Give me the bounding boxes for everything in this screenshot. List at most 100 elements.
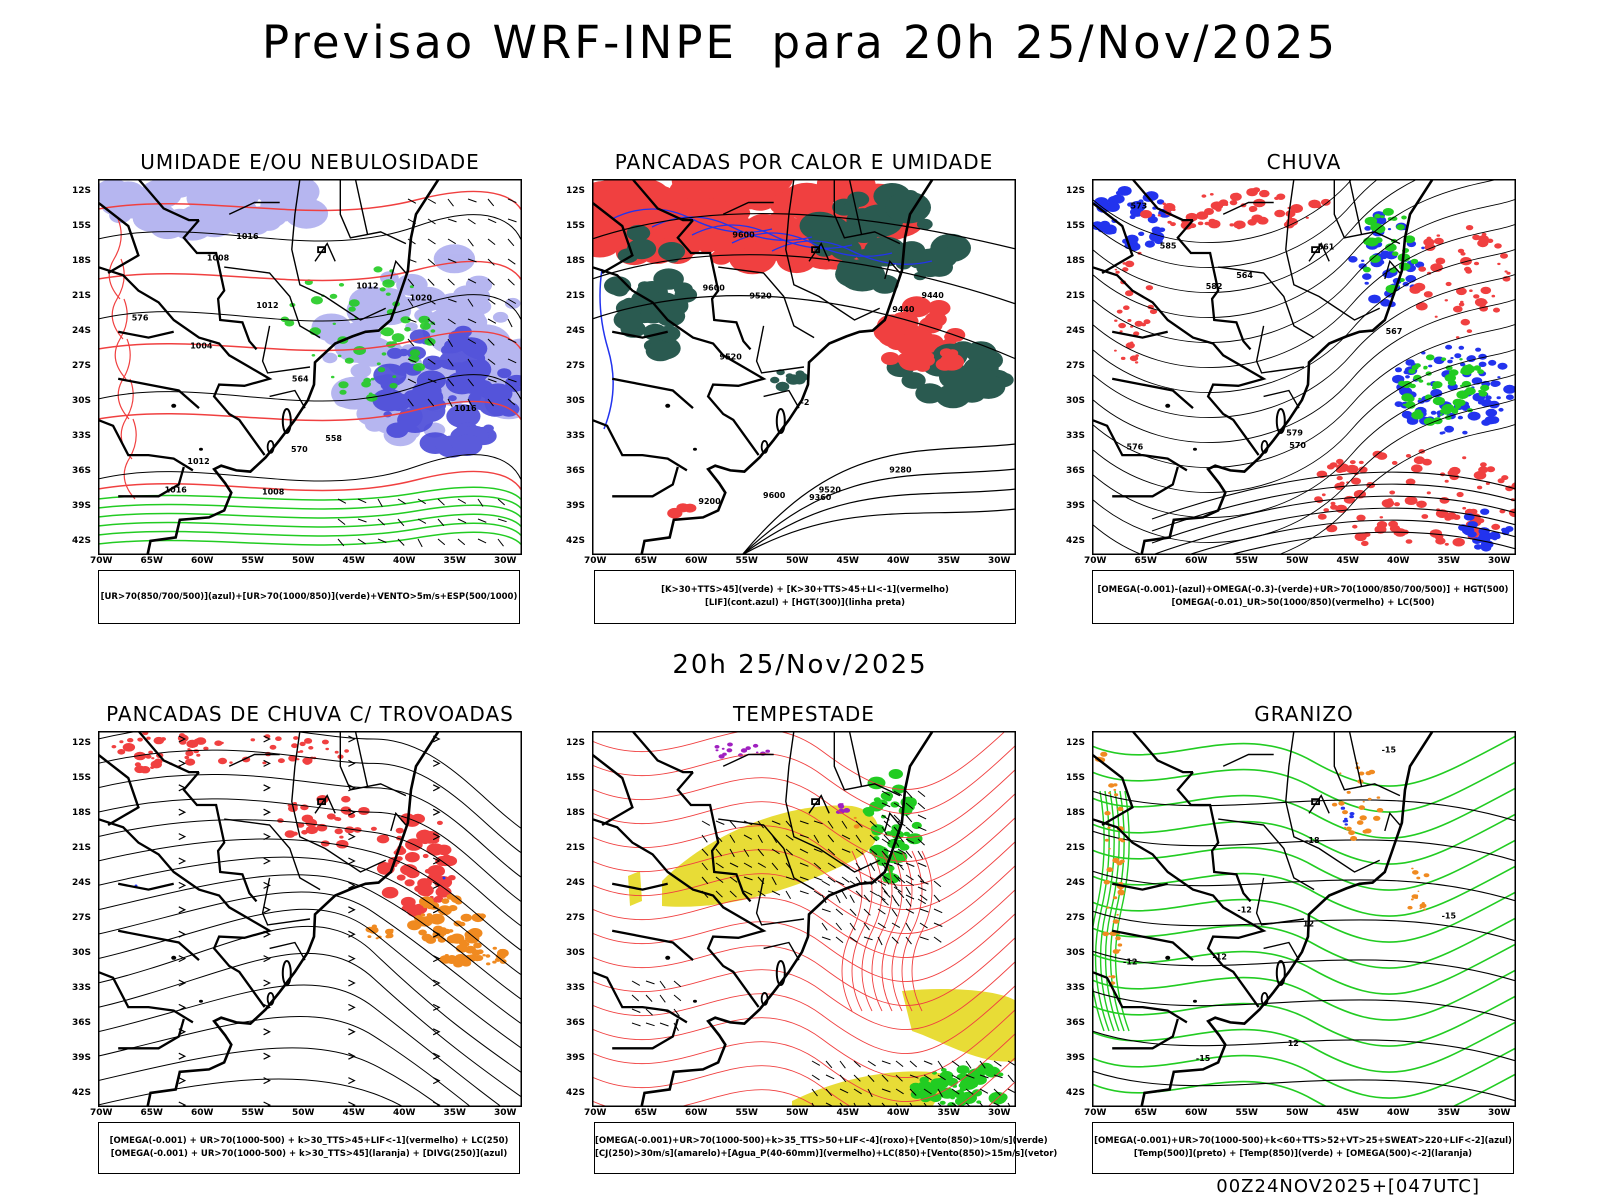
lat-label: 15S — [566, 773, 586, 783]
state-border — [390, 259, 407, 280]
forecast-map — [592, 731, 1016, 1107]
country-border — [611, 929, 694, 961]
country-border — [631, 731, 693, 774]
lon-label: 45W — [836, 556, 859, 566]
omega500-orange — [1102, 783, 1126, 985]
forecast-map: 1008 1004 1012 1008 1012 1016 1016 1020 1016 1012… — [98, 179, 522, 555]
lagoon-patos — [281, 960, 292, 987]
thickness-contours — [98, 190, 522, 492]
contour-label: 9440 — [922, 291, 945, 300]
lon-label: 40W — [887, 1108, 910, 1118]
lat-label: 42S — [72, 1088, 92, 1098]
state-border — [339, 179, 407, 245]
lon-label: 40W — [393, 556, 416, 566]
lagoon-mirim — [266, 991, 275, 1006]
contour-labels: 9600 9600 9520 9520 9520 9440 9440 9360 9280 9200… — [698, 231, 944, 507]
lat-label: 42S — [566, 536, 586, 546]
lat-label: 21S — [1066, 291, 1086, 301]
federal-district — [811, 246, 820, 254]
panel-title: CHUVA — [1266, 150, 1342, 174]
coastline-borders — [98, 179, 441, 555]
lon-label: 60W — [685, 1108, 708, 1118]
lat-label: 27S — [72, 913, 92, 923]
lon-label: 45W — [1336, 556, 1359, 566]
lon-label: 55W — [241, 1108, 264, 1118]
lon-label: 55W — [241, 556, 264, 566]
lat-label: 42S — [72, 536, 92, 546]
state-border — [261, 877, 311, 926]
lake — [198, 447, 203, 451]
country-border — [137, 179, 199, 222]
lagoon-mirim — [266, 439, 275, 454]
contour-label: 579 — [1286, 429, 1303, 438]
lon-label: 30W — [494, 556, 517, 566]
wind850-green — [909, 1062, 1008, 1107]
instability-k-tts — [770, 369, 809, 392]
coastline-borders — [1092, 731, 1435, 1107]
contour-label: 1016 — [236, 232, 259, 241]
lat-label: 12S — [566, 738, 586, 748]
country-border — [118, 1018, 185, 1050]
thunder-red — [214, 734, 349, 765]
valid-time-title: 20h 25/Nov/2025 — [672, 650, 928, 680]
panel-title: PANCADAS POR CALOR E UMIDADE — [614, 150, 994, 174]
country-border — [117, 882, 174, 891]
legend-line: [OMEGA(-0.001) + UR>70(1000-500) + k>30_… — [110, 1149, 508, 1159]
lon-label: 50W — [292, 556, 315, 566]
lat-label: 12S — [72, 186, 92, 196]
lon-label: 50W — [1286, 1108, 1309, 1118]
lat-label: 42S — [1066, 1088, 1086, 1098]
lat-label: 18S — [1066, 256, 1086, 266]
coastline-borders — [592, 731, 935, 1107]
country-border — [611, 882, 668, 891]
contour-label: 9520 — [720, 353, 743, 362]
state-border — [808, 794, 830, 814]
map-frame — [1092, 179, 1516, 555]
contour-label: 1016 — [165, 485, 188, 494]
country-border — [592, 818, 767, 1008]
state-border — [722, 201, 774, 215]
panel-title: GRANIZO — [1254, 702, 1354, 726]
lat-label: 33S — [1066, 431, 1086, 441]
lat-label: 18S — [566, 808, 586, 818]
lon-label: 55W — [1235, 1108, 1258, 1118]
country-border — [182, 771, 258, 903]
state-border — [314, 242, 336, 262]
country-border — [1131, 179, 1193, 222]
state-border — [1285, 731, 1380, 873]
wind-vectors — [337, 498, 507, 548]
country-border — [592, 266, 767, 456]
contour-label: 1012 — [187, 457, 209, 466]
state-border — [718, 818, 815, 891]
map-frame — [592, 731, 1016, 1107]
lon-label: 40W — [1387, 556, 1410, 566]
lon-label: 70W — [1084, 556, 1107, 566]
lat-label: 24S — [566, 878, 586, 888]
forecast-map: -12 -12 -12 -15 -15 -18 -15 12 12 — [1092, 731, 1516, 1107]
lat-label: 27S — [1066, 913, 1086, 923]
coastline — [640, 179, 935, 555]
lon-label: 60W — [1185, 556, 1208, 566]
forecast-map — [98, 731, 522, 1107]
instability-k-tts — [604, 224, 698, 362]
contour-label: -12 — [1237, 906, 1251, 915]
country-border — [592, 970, 688, 1024]
lat-label: 21S — [566, 843, 586, 853]
contour-label: -12 — [1123, 958, 1137, 967]
state-border — [833, 179, 901, 245]
lagoon-mirim — [760, 991, 769, 1006]
country-border — [117, 330, 174, 339]
lon-label: 55W — [1235, 556, 1258, 566]
country-border — [611, 377, 694, 409]
lon-label: 50W — [1286, 556, 1309, 566]
contour-label: -15 — [1442, 912, 1457, 921]
contour-label: 9520 — [749, 292, 772, 301]
instability-li — [881, 334, 965, 372]
andes-border — [1092, 201, 1134, 275]
state-border — [722, 753, 774, 767]
lon-label: 65W — [140, 1108, 163, 1118]
lake — [198, 999, 203, 1003]
state-border — [1308, 794, 1330, 814]
lon-label: 65W — [140, 556, 163, 566]
contour-label: 561 — [1318, 242, 1335, 251]
